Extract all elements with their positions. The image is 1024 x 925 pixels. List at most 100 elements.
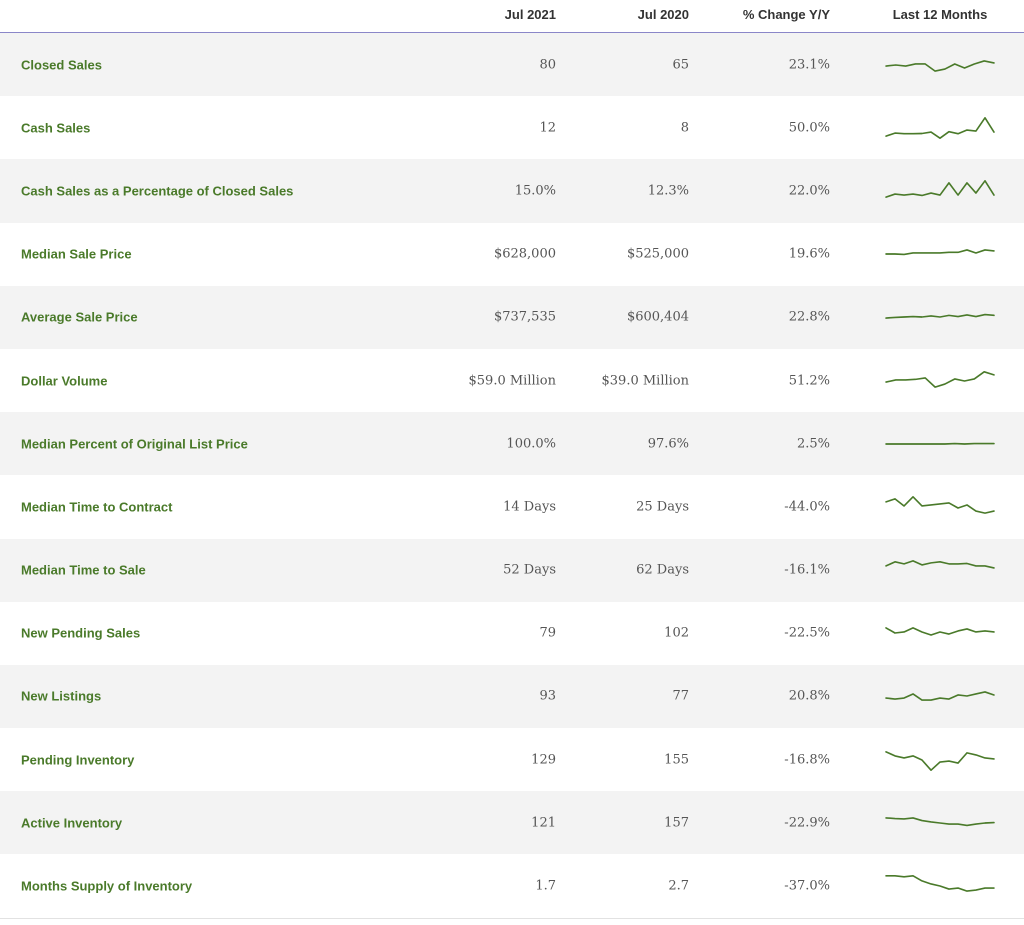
trend-sparkline xyxy=(885,116,995,139)
value-jul-2020: 25 Days xyxy=(636,499,689,515)
trend-sparkline xyxy=(885,750,995,771)
value-percent-change: -22.5% xyxy=(784,625,830,641)
table-row: New Pending Sales 79 102 -22.5% xyxy=(0,601,1024,665)
value-percent-change: -22.9% xyxy=(784,815,830,831)
table-row: Cash Sales as a Percentage of Closed Sal… xyxy=(0,159,1024,223)
value-jul-2020: 62 Days xyxy=(636,562,689,578)
value-jul-2020: 155 xyxy=(664,752,689,768)
sparkline-series xyxy=(885,560,995,569)
metric-label[interactable]: New Listings xyxy=(21,688,102,704)
value-jul-2021: 93 xyxy=(539,688,556,704)
value-percent-change: 19.6% xyxy=(788,246,830,262)
table-row: Pending Inventory 129 155 -16.8% xyxy=(0,728,1024,792)
header-jul-2020: Jul 2020 xyxy=(637,7,689,22)
value-jul-2020: $525,000 xyxy=(626,246,689,262)
metric-label[interactable]: New Pending Sales xyxy=(21,625,141,641)
value-percent-change: 2.5% xyxy=(796,436,830,452)
header-jul-2021: Jul 2021 xyxy=(504,7,556,22)
sparkline-series xyxy=(885,179,995,198)
value-jul-2021: 14 Days xyxy=(503,499,556,515)
value-percent-change: 22.0% xyxy=(788,183,830,199)
metric-label[interactable]: Average Sale Price xyxy=(21,309,138,325)
value-percent-change: -44.0% xyxy=(784,499,830,515)
value-jul-2020: $39.0 Million xyxy=(601,373,690,389)
trend-sparkline xyxy=(885,560,995,569)
sparkline-series xyxy=(885,59,995,72)
value-jul-2021: $737,535 xyxy=(493,309,556,325)
value-jul-2021: $59.0 Million xyxy=(468,373,557,389)
metric-label[interactable]: Closed Sales xyxy=(21,57,102,73)
value-jul-2021: 79 xyxy=(539,625,556,641)
value-jul-2021: 100.0% xyxy=(506,436,556,452)
trend-sparkline xyxy=(885,249,995,256)
value-percent-change: -16.8% xyxy=(784,752,830,768)
value-jul-2021: 129 xyxy=(531,752,556,768)
value-percent-change: 22.8% xyxy=(788,309,830,325)
metric-label[interactable]: Median Percent of Original List Price xyxy=(21,436,248,452)
table-row: New Listings 93 77 20.8% xyxy=(0,664,1024,729)
sparkline-series xyxy=(885,691,995,702)
table-row: Median Sale Price $628,000 $525,000 19.6% xyxy=(0,222,1024,286)
metric-label[interactable]: Cash Sales as a Percentage of Closed Sal… xyxy=(21,183,294,199)
sparkline-series xyxy=(885,750,995,771)
table-row: Average Sale Price $737,535 $600,404 22.8% xyxy=(0,285,1024,349)
table-row: Active Inventory 121 157 -22.9% xyxy=(0,791,1024,855)
value-jul-2020: 65 xyxy=(672,57,689,73)
trend-sparkline xyxy=(885,179,995,198)
value-jul-2020: 8 xyxy=(680,120,689,136)
table-body: Closed Sales 80 65 23.1% Cash Sales 12 8 50.0% C… xyxy=(0,33,1024,919)
trend-sparkline xyxy=(885,59,995,72)
metric-label[interactable]: Median Time to Contract xyxy=(21,499,173,515)
sparkline-series xyxy=(885,370,995,388)
value-jul-2020: 97.6% xyxy=(647,436,689,452)
metric-label[interactable]: Median Time to Sale xyxy=(21,562,146,578)
table-row: Median Time to Sale 52 Days 62 Days -16.1% xyxy=(0,538,1024,602)
value-jul-2021: 121 xyxy=(531,815,556,831)
table-row: Months Supply of Inventory 1.7 2.7 -37.0% xyxy=(0,854,1024,919)
metric-label[interactable]: Active Inventory xyxy=(21,815,123,831)
value-jul-2020: 102 xyxy=(664,625,689,641)
value-percent-change: -37.0% xyxy=(784,878,830,894)
trend-sparkline xyxy=(885,442,995,445)
value-jul-2020: 2.7 xyxy=(668,878,689,894)
table-row: Closed Sales 80 65 23.1% xyxy=(0,33,1024,97)
sparkline-series xyxy=(885,116,995,139)
header-percent-change: % Change Y/Y xyxy=(742,7,830,22)
sparkline-series xyxy=(885,249,995,256)
header-last-12-months: Last 12 Months xyxy=(892,7,988,22)
value-jul-2021: 80 xyxy=(539,57,556,73)
value-jul-2020: 12.3% xyxy=(647,183,689,199)
value-jul-2020: $600,404 xyxy=(626,309,689,325)
table-row: Cash Sales 12 8 50.0% xyxy=(0,96,1024,160)
metric-label[interactable]: Cash Sales xyxy=(21,120,91,136)
value-jul-2021: 12 xyxy=(539,120,556,136)
value-percent-change: 50.0% xyxy=(788,120,830,136)
sparkline-series xyxy=(885,314,995,320)
trend-sparkline xyxy=(885,691,995,702)
value-jul-2020: 157 xyxy=(664,815,689,831)
table-header: Jul 2021 Jul 2020 % Change Y/Y Last 12 M… xyxy=(0,0,1024,33)
trend-sparkline xyxy=(885,370,995,388)
sparkline-series xyxy=(885,816,995,827)
value-jul-2020: 77 xyxy=(672,688,689,704)
metric-label[interactable]: Pending Inventory xyxy=(21,752,135,768)
value-percent-change: 23.1% xyxy=(788,57,830,73)
value-jul-2021: $628,000 xyxy=(493,246,556,262)
metric-label[interactable]: Months Supply of Inventory xyxy=(21,878,193,894)
table-row: Median Percent of Original List Price 100… xyxy=(0,412,1024,476)
trend-sparkline xyxy=(885,875,995,892)
trend-sparkline xyxy=(885,816,995,827)
value-percent-change: -16.1% xyxy=(784,562,830,578)
metric-label[interactable]: Dollar Volume xyxy=(21,373,108,389)
value-percent-change: 51.2% xyxy=(788,373,830,389)
trend-sparkline xyxy=(885,314,995,320)
sparkline-series xyxy=(885,495,995,514)
table-row: Median Time to Contract 14 Days 25 Days -44… xyxy=(0,475,1024,539)
metric-label[interactable]: Median Sale Price xyxy=(21,246,132,262)
trend-sparkline xyxy=(885,495,995,514)
trend-sparkline xyxy=(885,627,995,637)
value-jul-2021: 1.7 xyxy=(535,878,556,894)
value-percent-change: 20.8% xyxy=(788,688,830,704)
sparkline-series xyxy=(885,875,995,892)
